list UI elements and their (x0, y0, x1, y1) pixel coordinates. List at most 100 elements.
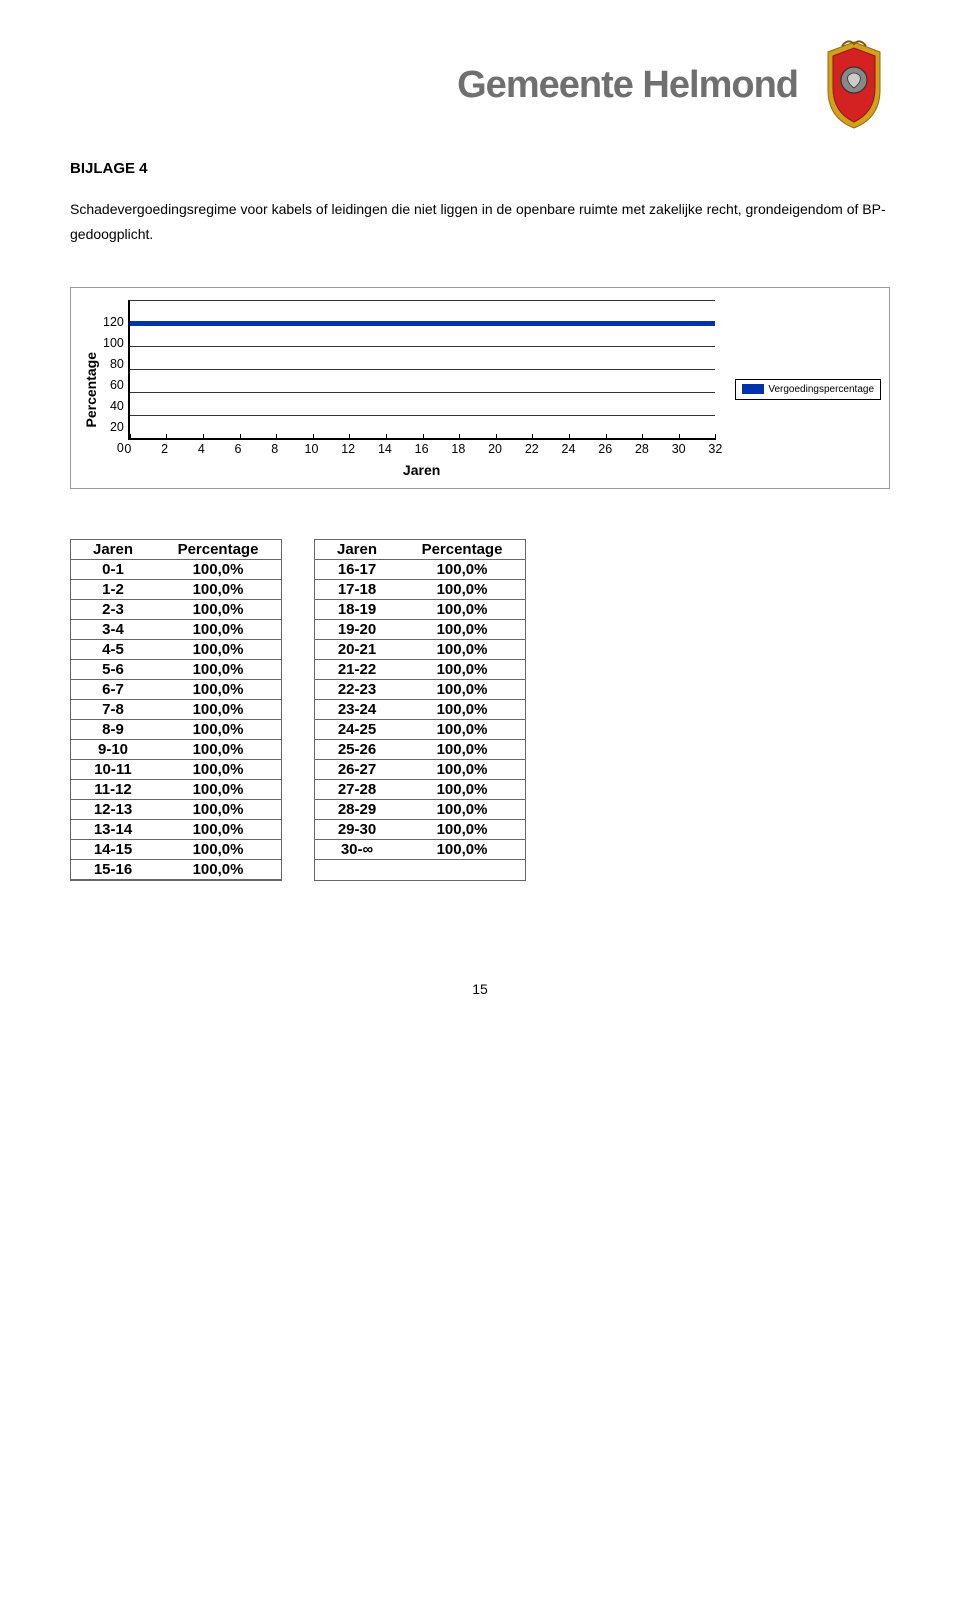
table-row: 0-1100,0% (71, 560, 281, 580)
table-row: 21-22100,0% (315, 660, 525, 680)
x-tick-label: 20 (488, 442, 502, 456)
cell-percentage: 100,0% (399, 760, 525, 780)
cell-percentage: 100,0% (399, 800, 525, 820)
table-2: Jaren Percentage 16-17100,0%17-18100,0%1… (314, 539, 526, 881)
cell-percentage: 100,0% (155, 580, 281, 600)
table-row: 30-∞100,0% (315, 840, 525, 860)
page-number: 15 (70, 981, 890, 997)
x-tick-label: 30 (672, 442, 686, 456)
cell-jaren: 3-4 (71, 620, 155, 640)
cell-jaren: 15-16 (71, 860, 155, 880)
table-row: 29-30100,0% (315, 820, 525, 840)
cell-jaren: 1-2 (71, 580, 155, 600)
table-row: 6-7100,0% (71, 680, 281, 700)
cell-percentage: 100,0% (399, 780, 525, 800)
cell-percentage: 100,0% (399, 560, 525, 580)
table-row: 1-2100,0% (71, 580, 281, 600)
cell-percentage: 100,0% (399, 660, 525, 680)
cell-jaren: 29-30 (315, 820, 399, 840)
legend-swatch (742, 384, 764, 394)
cell-jaren: 0-1 (71, 560, 155, 580)
cell-percentage: 100,0% (155, 680, 281, 700)
cell-jaren: 23-24 (315, 700, 399, 720)
cell-percentage: 100,0% (155, 600, 281, 620)
cell-jaren: 24-25 (315, 720, 399, 740)
y-ticks: 120100806040200 (103, 315, 128, 455)
y-tick-label: 60 (103, 378, 124, 392)
cell-percentage: 100,0% (155, 820, 281, 840)
x-tick-label: 26 (598, 442, 612, 456)
cell-jaren: 30-∞ (315, 840, 399, 860)
cell-percentage: 100,0% (155, 560, 281, 580)
table-header-percentage: Percentage (399, 540, 525, 560)
cell-jaren: 5-6 (71, 660, 155, 680)
cell-percentage: 100,0% (155, 860, 281, 880)
x-tick-label: 4 (198, 442, 205, 456)
table-row: 18-19100,0% (315, 600, 525, 620)
cell-percentage: 100,0% (399, 680, 525, 700)
table-row: 23-24100,0% (315, 700, 525, 720)
cell-percentage: 100,0% (155, 700, 281, 720)
section-label: BIJLAGE 4 (70, 160, 890, 177)
gridline (130, 369, 716, 370)
table-row: 10-11100,0% (71, 760, 281, 780)
table-header-jaren: Jaren (315, 540, 399, 560)
cell-percentage: 100,0% (155, 620, 281, 640)
table-row: 17-18100,0% (315, 580, 525, 600)
x-tick-label: 16 (415, 442, 429, 456)
org-title: Gemeente Helmond (457, 64, 798, 107)
cell-jaren: 26-27 (315, 760, 399, 780)
gridline (130, 346, 716, 347)
cell-jaren: 28-29 (315, 800, 399, 820)
cell-percentage: 100,0% (155, 740, 281, 760)
cell-percentage: 100,0% (399, 720, 525, 740)
y-axis-label: Percentage (79, 352, 103, 427)
cell-jaren: 17-18 (315, 580, 399, 600)
x-tick-label: 8 (271, 442, 278, 456)
x-tick-label: 32 (708, 442, 722, 456)
table-row: 27-28100,0% (315, 780, 525, 800)
chart-container: Percentage 120100806040200 0246810121416… (70, 287, 890, 489)
cell-percentage: 100,0% (155, 720, 281, 740)
cell-jaren: 4-5 (71, 640, 155, 660)
y-tick-label: 120 (103, 315, 124, 329)
cell-jaren: 9-10 (71, 740, 155, 760)
cell-jaren: 2-3 (71, 600, 155, 620)
cell-jaren: 13-14 (71, 820, 155, 840)
data-line (130, 321, 716, 326)
table-row: 24-25100,0% (315, 720, 525, 740)
cell-jaren: 12-13 (71, 800, 155, 820)
table-row: 16-17100,0% (315, 560, 525, 580)
cell-percentage: 100,0% (399, 600, 525, 620)
page-header: Gemeente Helmond (70, 40, 890, 130)
table-row: 28-29100,0% (315, 800, 525, 820)
cell-jaren: 21-22 (315, 660, 399, 680)
cell-jaren: 16-17 (315, 560, 399, 580)
table-row: 8-9100,0% (71, 720, 281, 740)
table-row: 13-14100,0% (71, 820, 281, 840)
legend-label: Vergoedingspercentage (768, 384, 874, 395)
table-row: 5-6100,0% (71, 660, 281, 680)
section-description: Schadevergoedingsregime voor kabels of l… (70, 197, 890, 247)
cell-percentage: 100,0% (399, 840, 525, 860)
cell-jaren: 6-7 (71, 680, 155, 700)
x-tick-label: 18 (451, 442, 465, 456)
x-tick-label: 28 (635, 442, 649, 456)
table-row: 25-26100,0% (315, 740, 525, 760)
table-row: 11-12100,0% (71, 780, 281, 800)
x-tick-label: 2 (161, 442, 168, 456)
cell-percentage: 100,0% (155, 800, 281, 820)
gridline (130, 415, 716, 416)
cell-percentage: 100,0% (155, 660, 281, 680)
y-tick-label: 20 (103, 420, 124, 434)
table-row: 19-20100,0% (315, 620, 525, 640)
table-header-jaren: Jaren (71, 540, 155, 560)
y-tick-label: 40 (103, 399, 124, 413)
table-row: 9-10100,0% (71, 740, 281, 760)
table-header-percentage: Percentage (155, 540, 281, 560)
cell-percentage: 100,0% (155, 780, 281, 800)
cell-percentage: 100,0% (399, 640, 525, 660)
x-tick-label: 24 (562, 442, 576, 456)
table-row: 14-15100,0% (71, 840, 281, 860)
x-tick-label: 6 (235, 442, 242, 456)
